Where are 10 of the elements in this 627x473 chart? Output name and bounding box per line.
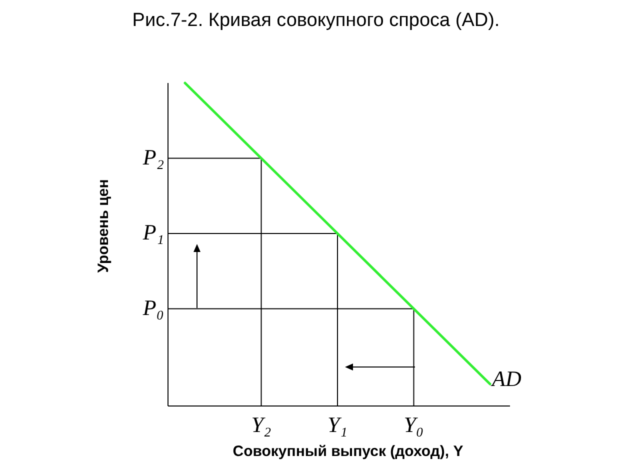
chart-title: Рис.7-2. Кривая совокупного спроса (AD). xyxy=(132,10,500,31)
series-label: AD xyxy=(490,366,522,392)
x-tick-label: Y₀ xyxy=(404,412,424,437)
x-tick-label: Y₁ xyxy=(328,412,348,437)
annotation: P₁ xyxy=(142,220,164,245)
annotation: P₀ xyxy=(142,294,164,320)
x-axis-title: Совокупный выпуск (доход), Y xyxy=(232,443,464,460)
annotation: P₂ xyxy=(142,144,164,170)
x-tick-label: Y₂ xyxy=(251,412,272,437)
y-axis-title: Уровень цен xyxy=(95,179,112,273)
